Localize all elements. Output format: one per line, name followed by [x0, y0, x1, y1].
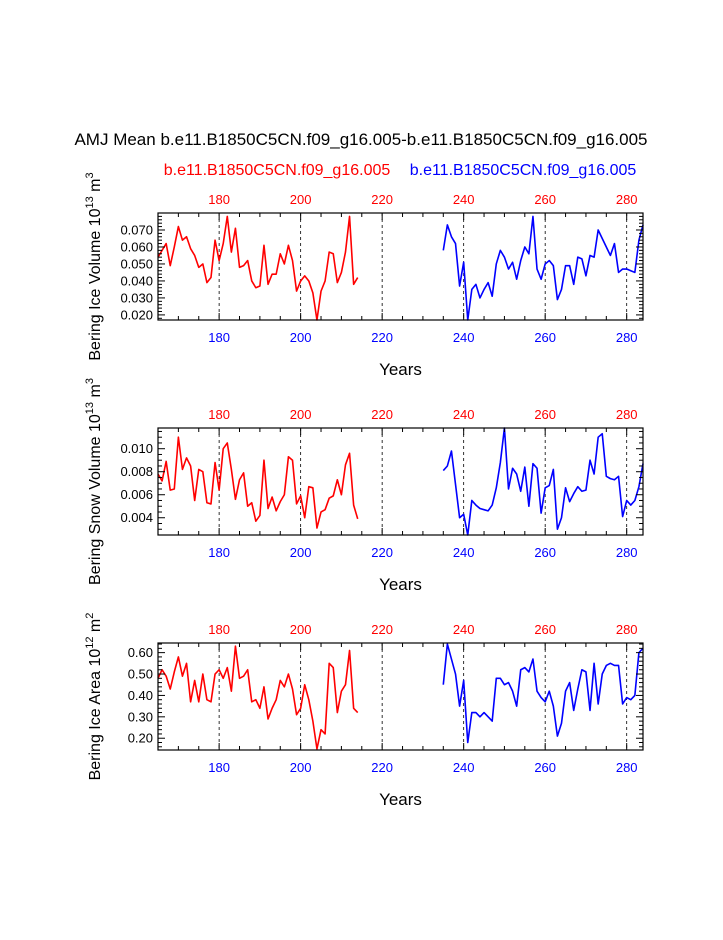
- top-tick-label: 260: [534, 407, 556, 422]
- bottom-tick-label: 200: [290, 545, 312, 560]
- panel-3: 180 200 220 240 260 280 180 200 220 240 260 280 0.20…: [84, 613, 644, 809]
- top-tick-label: 260: [534, 622, 556, 637]
- bottom-tick-label: 200: [290, 760, 312, 775]
- x-axis-label: Years: [379, 790, 422, 809]
- bottom-tick-label: 220: [371, 760, 393, 775]
- panel-1: 180 200 220 240 260 280 180 200 220 240 260 280 0.02…: [84, 172, 644, 379]
- series-line-blue: [442, 427, 644, 536]
- plot-frame: [157, 427, 644, 536]
- legend-left-case: b.e11.B1850C5CN.f09_g16.005: [164, 162, 391, 179]
- top-tick-label: 180: [208, 407, 230, 422]
- bottom-tick-label: 260: [534, 330, 556, 345]
- series-line-blue: [442, 643, 644, 744]
- plot-frame: [157, 642, 644, 751]
- chart-title: AMJ Mean b.e11.B1850C5CN.f09_g16.005-b.e…: [74, 130, 647, 149]
- bottom-tick-label: 180: [208, 330, 230, 345]
- y-tick-label: 0.60: [128, 645, 153, 660]
- y-tick-label: 0.40: [128, 688, 153, 703]
- top-tick-label: 280: [616, 192, 638, 207]
- series-line-blue: [442, 215, 644, 321]
- x-axis-label: Years: [379, 360, 422, 379]
- y-axis-label: Bering Snow Volume 1013 m3: [84, 378, 104, 585]
- y-tick-label: 0.20: [128, 731, 153, 746]
- top-tick-label: 200: [290, 622, 312, 637]
- top-tick-label: 200: [290, 407, 312, 422]
- y-tick-label: 0.030: [120, 290, 153, 305]
- bottom-tick-label: 180: [208, 760, 230, 775]
- top-tick-label: 180: [208, 192, 230, 207]
- y-axis-label: Bering Ice Area 1012 m2: [84, 613, 104, 781]
- top-tick-label: 220: [371, 192, 393, 207]
- bottom-tick-label: 260: [534, 545, 556, 560]
- y-tick-label: 0.040: [120, 273, 153, 288]
- top-tick-label: 240: [453, 192, 475, 207]
- y-tick-label: 0.30: [128, 709, 153, 724]
- series-line-red: [157, 436, 359, 529]
- top-tick-label: 260: [534, 192, 556, 207]
- top-tick-label: 200: [290, 192, 312, 207]
- bottom-tick-label: 280: [616, 760, 638, 775]
- bottom-tick-label: 240: [453, 330, 475, 345]
- y-tick-label: 0.006: [120, 487, 153, 502]
- bottom-tick-label: 280: [616, 545, 638, 560]
- y-tick-label: 0.50: [128, 667, 153, 682]
- y-tick-label: 0.008: [120, 464, 153, 479]
- plot-frame: [157, 212, 644, 321]
- top-tick-label: 280: [616, 622, 638, 637]
- bottom-tick-label: 180: [208, 545, 230, 560]
- top-tick-label: 220: [371, 622, 393, 637]
- top-tick-label: 240: [453, 407, 475, 422]
- series-line-red: [157, 645, 359, 750]
- bottom-tick-label: 200: [290, 330, 312, 345]
- y-tick-label: 0.050: [120, 256, 153, 271]
- bottom-tick-label: 220: [371, 330, 393, 345]
- bottom-tick-label: 260: [534, 760, 556, 775]
- y-axis-label: Bering Ice Volume 1013 m3: [84, 172, 104, 360]
- y-tick-label: 0.020: [120, 307, 153, 322]
- y-tick-label: 0.060: [120, 239, 153, 254]
- bottom-tick-label: 220: [371, 545, 393, 560]
- top-tick-label: 180: [208, 622, 230, 637]
- top-tick-label: 240: [453, 622, 475, 637]
- y-tick-label: 0.004: [120, 510, 153, 525]
- y-tick-label: 0.010: [120, 441, 153, 456]
- top-tick-label: 220: [371, 407, 393, 422]
- legend-right-case: b.e11.B1850C5CN.f09_g16.005: [410, 162, 637, 179]
- bottom-tick-label: 240: [453, 545, 475, 560]
- bottom-tick-label: 280: [616, 330, 638, 345]
- top-tick-label: 280: [616, 407, 638, 422]
- y-tick-label: 0.070: [120, 222, 153, 237]
- panel-2: 180 200 220 240 260 280 180 200 220 240 260 280 0.00…: [84, 378, 644, 594]
- series-line-red: [157, 215, 359, 321]
- bottom-tick-label: 240: [453, 760, 475, 775]
- x-axis-label: Years: [379, 575, 422, 594]
